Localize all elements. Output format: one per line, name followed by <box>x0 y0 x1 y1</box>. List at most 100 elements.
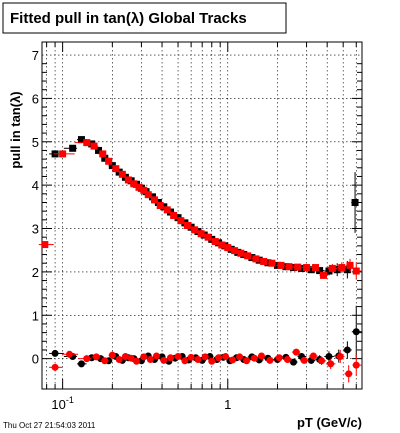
data-point <box>59 150 67 158</box>
data-point <box>130 180 138 188</box>
data-point <box>328 264 336 272</box>
data-point <box>163 206 171 214</box>
series-3 <box>49 348 363 383</box>
data-point <box>118 170 126 178</box>
data-point <box>121 352 129 360</box>
data-point <box>248 254 256 262</box>
data-point <box>338 264 346 272</box>
data-point <box>83 139 91 147</box>
data-point <box>231 247 239 255</box>
data-point <box>77 136 85 144</box>
data-point <box>77 360 85 368</box>
data-point <box>266 356 274 364</box>
data-point <box>204 233 212 241</box>
y-tick-label: 1 <box>32 308 39 323</box>
data-point <box>101 154 109 162</box>
data-point <box>140 186 148 194</box>
y-tick-label: 6 <box>32 91 39 106</box>
data-point <box>140 353 148 361</box>
data-point <box>101 357 109 365</box>
grid <box>42 42 362 389</box>
data-point <box>250 354 258 362</box>
y-tick-label: 3 <box>32 222 39 237</box>
data-point <box>244 252 252 260</box>
data-point <box>127 354 135 362</box>
data-point <box>294 263 302 271</box>
data-point <box>352 267 360 275</box>
y-axis-label: pull in tan(λ) <box>8 91 23 168</box>
data-point <box>65 350 73 358</box>
data-point <box>177 217 185 225</box>
data-point <box>187 353 195 361</box>
data-point <box>307 266 315 274</box>
data-point <box>351 198 359 206</box>
data-point <box>208 357 216 365</box>
data-point <box>277 261 285 269</box>
y-tick-label: 5 <box>32 135 39 150</box>
x-axis-label: pT (GeV/c) <box>297 415 362 430</box>
data-point <box>156 202 164 210</box>
data-point <box>150 196 158 204</box>
y-tick-label: 0 <box>32 352 39 367</box>
data-point <box>108 351 116 359</box>
chart-title: Fitted pull in tan(λ) Global Tracks <box>10 10 247 27</box>
data-point <box>303 264 311 272</box>
data-point <box>201 353 209 361</box>
data-point <box>191 226 199 234</box>
data-point <box>160 356 168 364</box>
data-point <box>152 352 160 360</box>
data-point <box>252 255 260 263</box>
data-point <box>236 353 244 361</box>
timestamp: Thu Oct 27 21:54:03 2011 <box>3 421 96 430</box>
y-tick-label: 4 <box>32 178 39 193</box>
data-point <box>222 352 230 360</box>
series-0 <box>49 136 362 279</box>
x-tick-labels: 10-1 1 <box>51 395 231 412</box>
plot-frame <box>41 41 363 390</box>
data-point <box>135 183 143 191</box>
data-point <box>237 249 245 257</box>
data-point <box>333 266 341 274</box>
data-point <box>327 360 335 368</box>
data-point <box>215 354 223 362</box>
data-point <box>289 358 297 366</box>
data-point <box>292 348 300 356</box>
data-point <box>146 356 154 364</box>
data-point <box>283 356 291 364</box>
x-tick-label: 10-1 <box>51 395 73 412</box>
series-1 <box>38 139 363 280</box>
data-point <box>285 263 293 271</box>
data-point <box>92 353 100 361</box>
title-box: Fitted pull in tan(λ) Global Tracks <box>2 2 287 34</box>
data-point <box>318 357 326 365</box>
data-point <box>166 354 174 362</box>
data-point <box>95 146 103 154</box>
data-point <box>51 363 59 371</box>
data-point <box>343 346 351 354</box>
data-point <box>257 352 265 360</box>
data-point <box>211 238 219 246</box>
data-point <box>181 357 189 365</box>
data-point <box>352 361 360 369</box>
y-tick-labels: 0 1 2 3 4 5 6 7 <box>32 48 39 367</box>
data-point <box>312 264 320 272</box>
data-point <box>268 259 276 267</box>
data-point <box>105 157 113 165</box>
data-point <box>83 355 91 363</box>
data-points <box>38 136 363 383</box>
data-point <box>298 264 306 272</box>
data-point <box>336 352 344 360</box>
data-point <box>243 357 251 365</box>
data-point <box>174 352 182 360</box>
data-point <box>132 357 140 365</box>
data-point <box>224 244 232 252</box>
data-point <box>300 356 308 364</box>
y-tick-label: 2 <box>32 265 39 280</box>
data-point <box>218 241 226 249</box>
data-point <box>320 271 328 279</box>
data-point <box>343 266 351 274</box>
data-point <box>90 142 98 150</box>
data-point <box>346 261 354 269</box>
axis-ticks <box>42 42 362 389</box>
